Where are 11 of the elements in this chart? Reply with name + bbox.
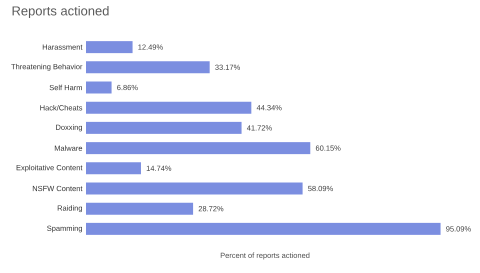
bar bbox=[86, 41, 133, 54]
bar bbox=[86, 142, 310, 154]
bar bbox=[86, 202, 194, 215]
bar bbox=[86, 162, 141, 174]
chart-title: Reports actioned bbox=[12, 6, 109, 18]
bar bbox=[86, 82, 112, 94]
bar bbox=[86, 102, 252, 114]
bar bbox=[86, 222, 441, 235]
bar bbox=[86, 182, 303, 195]
bar bbox=[86, 122, 242, 134]
bar bbox=[86, 61, 210, 74]
